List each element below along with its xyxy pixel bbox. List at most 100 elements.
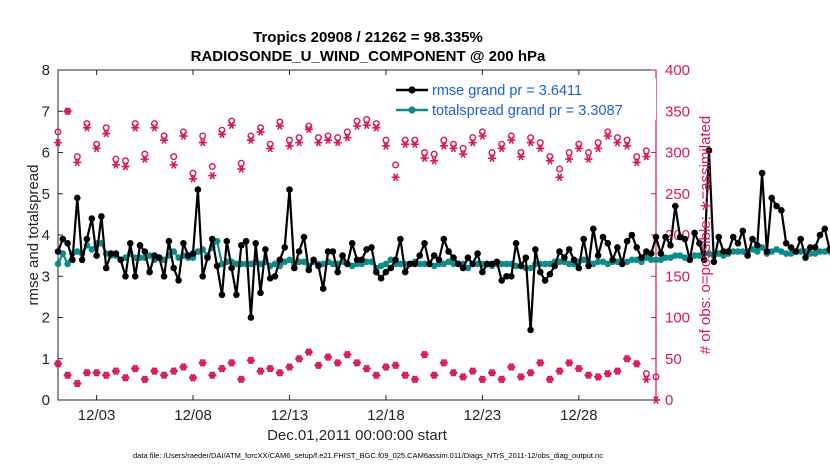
rmse-point: [773, 202, 780, 210]
obs-assimilated-marker: [401, 140, 410, 149]
obs-assimilated-marker-stroke: [199, 138, 206, 147]
obs-assimilated-marker: [488, 154, 497, 163]
obs-assimilated-marker-stroke: [132, 364, 138, 373]
obs-assimilated-marker-stroke: [498, 375, 505, 384]
obs-assimilated-marker-stroke: [315, 138, 322, 147]
obs-possible-marker: [623, 136, 631, 144]
obs-assimilated-marker-stroke: [335, 138, 341, 147]
obs-assimilated-marker: [594, 144, 603, 153]
rmse-point: [715, 233, 722, 241]
rmse-point: [421, 240, 428, 247]
obs-assimilated-marker: [54, 359, 62, 368]
obs-possible-marker: [565, 148, 573, 156]
obs-assimilated-marker-stroke: [335, 359, 341, 367]
obs-assimilated-marker-stroke: [441, 359, 447, 367]
obs-possible-marker: [469, 134, 477, 142]
obs-assimilated-marker: [468, 138, 477, 147]
rmse-point: [69, 256, 76, 264]
x-tick-label: 12/08: [174, 407, 212, 424]
rmse-point: [387, 264, 395, 272]
y-right-tick-label: 150: [665, 268, 690, 285]
obs-assimilated-marker-stroke: [122, 373, 129, 382]
obs-assimilated-marker-stroke: [431, 156, 437, 165]
obs-assimilated-marker-stroke: [518, 373, 524, 381]
obs-assimilated-marker: [381, 142, 390, 150]
totalspread-point: [527, 264, 534, 272]
obs-assimilated-marker: [227, 359, 236, 367]
rmse-point: [474, 250, 481, 257]
obs-possible-marker: [652, 373, 660, 381]
rmse-point: [561, 254, 568, 261]
obs-assimilated-marker-stroke: [74, 158, 80, 167]
rmse-point: [175, 277, 182, 284]
rmse-point: [146, 268, 153, 276]
obs-assimilated-marker: [545, 156, 554, 165]
totalspread-point: [503, 260, 510, 268]
obs-assimilated-marker-stroke: [614, 138, 621, 147]
rmse-point: [464, 254, 472, 261]
y-left-tick-label: 0: [42, 392, 50, 409]
obs-assimilated-marker: [189, 175, 198, 183]
obs-assimilated-marker: [131, 364, 140, 373]
obs-assimilated-marker: [584, 155, 593, 163]
obs-assimilated-marker-stroke: [470, 138, 476, 147]
obs-assimilated-marker: [420, 154, 429, 163]
obs-assimilated-marker: [362, 121, 371, 130]
obs-assimilated-marker: [430, 156, 439, 165]
rmse-point: [647, 250, 655, 257]
obs-assimilated-marker: [478, 132, 487, 140]
legend-spread-marker: [408, 106, 416, 114]
y-right-tick-label: 250: [665, 186, 690, 203]
obs-assimilated-marker-stroke: [460, 150, 466, 159]
obs-assimilated-marker-stroke: [248, 356, 254, 365]
rmse-point: [802, 254, 809, 261]
obs-assimilated-marker-stroke: [595, 373, 601, 381]
obs-possible-marker: [527, 134, 535, 142]
obs-assimilated-marker-stroke: [537, 359, 543, 367]
rmse-point: [445, 248, 452, 255]
rmse-point: [242, 237, 250, 245]
totalspread-point: [754, 248, 761, 255]
rmse-point: [807, 244, 814, 251]
rmse-point: [329, 248, 337, 255]
rmse-point: [324, 248, 332, 255]
rmse-point: [291, 264, 298, 272]
obs-assimilated-marker-stroke: [479, 132, 486, 140]
obs-possible-marker: [237, 159, 245, 167]
obs-possible-marker: [363, 115, 371, 123]
rmse-point: [392, 256, 399, 264]
obs-assimilated-marker: [198, 138, 207, 147]
obs-assimilated-marker: [111, 161, 120, 169]
rmse-point: [599, 233, 607, 241]
rmse-point: [262, 246, 269, 253]
obs-assimilated-marker: [150, 123, 159, 132]
obs-possible-marker: [633, 153, 641, 161]
obs-assimilated-marker-stroke: [142, 375, 148, 384]
obs-assimilated-marker: [179, 132, 188, 140]
totalspread-point: [450, 260, 457, 268]
rmse-point: [218, 291, 226, 299]
rmse-point: [411, 260, 419, 268]
obs-assimilated-marker-stroke: [576, 364, 582, 373]
obs-assimilated-marker-stroke: [325, 136, 331, 144]
rmse-point: [83, 235, 91, 243]
totalspread-point: [416, 260, 424, 268]
obs-possible-marker: [54, 128, 62, 136]
totalspread-point: [729, 248, 737, 255]
obs-assimilated-marker-stroke: [508, 136, 515, 144]
obs-assimilated-marker: [632, 158, 641, 167]
totalspread-point: [286, 256, 293, 264]
y-left-tick-label: 5: [42, 186, 50, 203]
rmse-point: [88, 215, 96, 222]
obs-assimilated-marker: [73, 379, 82, 388]
obs-assimilated-marker: [324, 353, 333, 361]
rmse-point: [575, 264, 583, 272]
y-left-tick-label: 2: [42, 310, 50, 327]
obs-assimilated-marker-stroke: [566, 155, 572, 163]
obs-assimilated-marker: [266, 144, 275, 153]
obs-assimilated-marker-stroke: [122, 162, 129, 171]
rmse-point: [508, 273, 515, 280]
rmse-point: [74, 194, 81, 202]
rmse-point: [710, 258, 718, 266]
y-axis-right-label: # of obs: o=possible; ∗=assimilated: [697, 116, 714, 355]
